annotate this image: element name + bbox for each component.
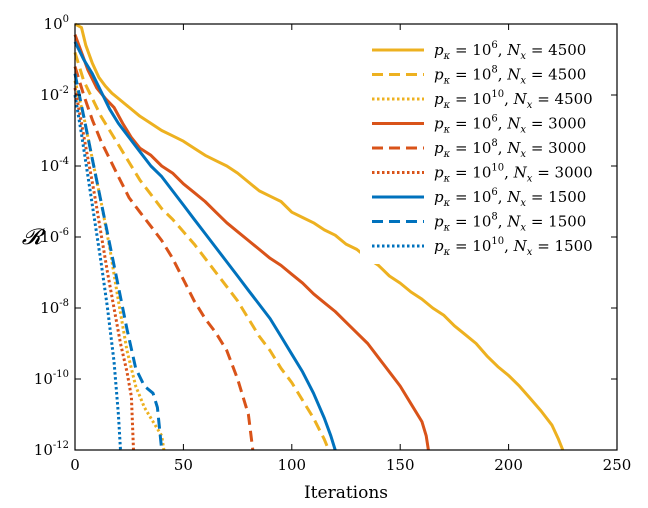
y-tick-label: 10-10: [34, 369, 69, 388]
legend-label-6: pκ = 1010, Nx = 3000: [434, 163, 593, 185]
y-tick-label: 10-4: [40, 156, 69, 175]
x-tick-label: 100: [277, 456, 306, 474]
series-line-6: [73, 87, 135, 451]
legend-label-1: pκ = 106, Nx = 4500: [434, 40, 586, 62]
y-axis-label: 𝓡: [22, 225, 46, 250]
ticks-layer: 0 50 100 150 200 250 100 10-2 10-4 10-6 10-8 10-10 1…: [34, 14, 632, 474]
y-tick-label: 10-8: [40, 298, 69, 317]
legend-label-2: pκ = 108, Nx = 4500: [434, 65, 586, 87]
series-line-1: [74, 22, 565, 451]
series-line-2: [73, 51, 331, 451]
legend-label-4: pκ = 106, Nx = 3000: [434, 114, 586, 136]
legend-label-5: pκ = 108, Nx = 3000: [434, 138, 586, 160]
y-tick-label: 10-2: [40, 85, 69, 104]
x-tick-label: 150: [386, 456, 415, 474]
x-tick-label: 200: [494, 456, 523, 474]
y-tick-label: 100: [44, 14, 69, 33]
series-layer: [73, 22, 565, 451]
x-tick-label: 50: [174, 456, 193, 474]
legend-label-9: pκ = 1010, Nx = 1500: [434, 236, 593, 258]
series-line-8: [73, 73, 164, 451]
series-line-4: [73, 34, 430, 451]
x-tick-label: 0: [70, 456, 80, 474]
legend-label-8: pκ = 108, Nx = 1500: [434, 212, 586, 234]
legend-label-7: pκ = 106, Nx = 1500: [434, 187, 586, 209]
legend-box: [360, 32, 608, 264]
y-tick-label: 10-12: [34, 440, 69, 459]
y-tick-label: 10-6: [40, 227, 69, 246]
x-tick-label: 250: [603, 456, 632, 474]
x-axis-label: Iterations: [304, 483, 388, 503]
series-line-7: [73, 41, 337, 451]
series-line-5: [73, 66, 255, 451]
legend-label-3: pκ = 1010, Nx = 4500: [434, 89, 593, 111]
